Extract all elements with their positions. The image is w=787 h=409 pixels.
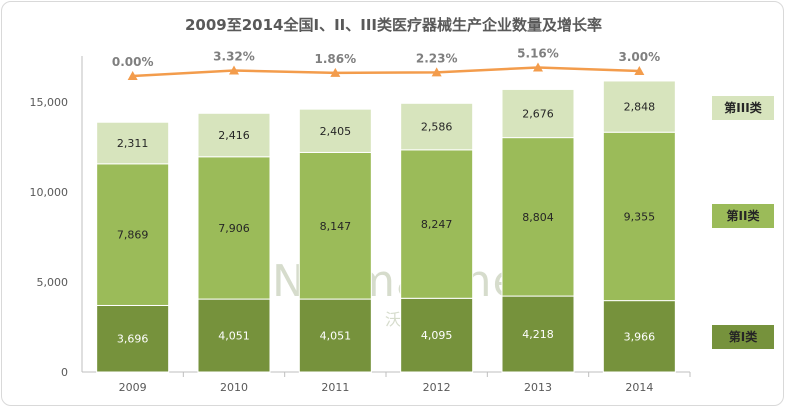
growth-rate-marker bbox=[533, 62, 543, 72]
growth-rate-marker bbox=[431, 67, 442, 77]
growth-rate-marker bbox=[634, 66, 645, 76]
bar-segment bbox=[96, 121, 170, 165]
growth-rate-label: 0.00% bbox=[112, 55, 154, 69]
x-tick-label: 2010 bbox=[220, 381, 248, 394]
legend-item-class-i: 第I类 bbox=[712, 325, 774, 349]
legend-item-class-ii: 第II类 bbox=[712, 204, 774, 228]
bar-segment bbox=[298, 108, 372, 153]
bar-data-label: 2,311 bbox=[117, 137, 149, 150]
bar-segment bbox=[501, 137, 575, 297]
bar-data-label: 8,804 bbox=[522, 211, 554, 224]
bar-segment bbox=[298, 298, 372, 373]
growth-rate-label: 3.00% bbox=[619, 50, 661, 64]
y-tick-label: 10,000 bbox=[30, 186, 69, 199]
bar-segment bbox=[501, 295, 575, 373]
bar-data-label: 4,051 bbox=[218, 330, 250, 343]
bar-data-label: 2,676 bbox=[522, 108, 554, 121]
y-tick-label: 15,000 bbox=[30, 96, 69, 109]
growth-rate-marker bbox=[330, 67, 341, 77]
bar-data-label: 3,696 bbox=[117, 333, 149, 346]
growth-rate-label: 2.23% bbox=[416, 51, 458, 65]
bar-data-label: 2,848 bbox=[624, 101, 656, 114]
bar-data-label: 3,966 bbox=[624, 330, 656, 343]
bar-data-label: 4,051 bbox=[320, 330, 352, 343]
bar-data-label: 8,247 bbox=[421, 218, 453, 231]
bar-data-label: 2,586 bbox=[421, 121, 453, 134]
bar-data-label: 4,095 bbox=[421, 329, 453, 342]
bar-data-label: 9,355 bbox=[624, 210, 656, 223]
bar-segment bbox=[197, 298, 271, 373]
bar-segment bbox=[602, 80, 676, 133]
growth-rate-marker bbox=[127, 71, 138, 80]
bar-segment bbox=[501, 88, 575, 139]
bar-data-label: 7,906 bbox=[218, 222, 250, 235]
bar-data-label: 2,405 bbox=[320, 125, 352, 138]
bar-segment bbox=[298, 151, 372, 300]
bar-data-label: 2,416 bbox=[218, 129, 250, 142]
y-tick-label: 5,000 bbox=[37, 276, 69, 289]
x-tick-label: 2014 bbox=[625, 381, 653, 394]
bar-segment bbox=[197, 156, 271, 300]
bar-segment bbox=[400, 149, 474, 299]
bar-segment bbox=[602, 131, 676, 302]
bar-segment bbox=[400, 297, 474, 373]
bar-data-label: 4,218 bbox=[522, 328, 554, 341]
x-tick-label: 2013 bbox=[524, 381, 552, 394]
x-tick-label: 2009 bbox=[119, 381, 147, 394]
bar-data-label: 8,147 bbox=[320, 220, 352, 233]
legend-item-class-iii: 第III类 bbox=[712, 96, 774, 120]
growth-rate-label: 1.86% bbox=[315, 52, 357, 66]
growth-rate-line bbox=[132, 66, 640, 78]
chart-title: 2009至2014全国I、II、III类医疗器械生产企业数量及增长率 bbox=[185, 16, 602, 34]
growth-rate-label: 3.32% bbox=[213, 50, 255, 64]
bar-segment bbox=[400, 102, 474, 151]
x-tick-label: 2011 bbox=[321, 381, 349, 394]
y-tick-label: 0 bbox=[61, 366, 68, 379]
bar-data-label: 7,869 bbox=[117, 229, 149, 242]
growth-rate-label: 5.16% bbox=[517, 46, 559, 60]
x-tick-label: 2012 bbox=[423, 381, 451, 394]
growth-rate-marker bbox=[229, 65, 239, 75]
bar-segment bbox=[197, 112, 271, 158]
